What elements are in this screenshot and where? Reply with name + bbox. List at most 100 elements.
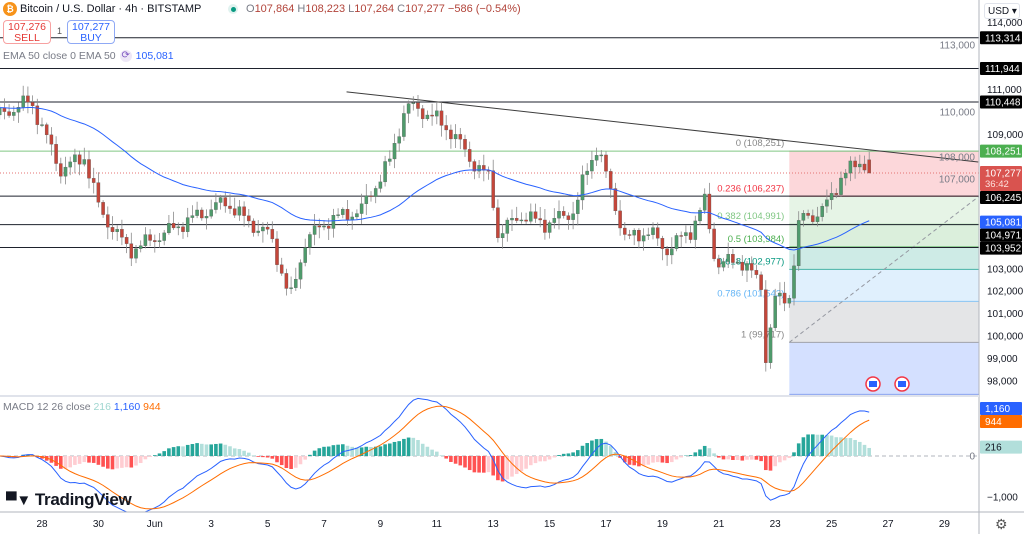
- candle-body[interactable]: [275, 238, 279, 265]
- fib-zone[interactable]: [789, 224, 979, 247]
- candle-body[interactable]: [209, 209, 213, 217]
- candle-body[interactable]: [298, 262, 303, 280]
- candle-body[interactable]: [96, 182, 101, 203]
- macd-pane[interactable]: [0, 397, 979, 515]
- candle-body[interactable]: [294, 279, 298, 288]
- candle-body[interactable]: [82, 159, 87, 165]
- candle-body[interactable]: [181, 226, 185, 232]
- candle-body[interactable]: [49, 134, 54, 145]
- candle-body[interactable]: [576, 199, 580, 214]
- candle-body[interactable]: [73, 154, 77, 163]
- candle-body[interactable]: [566, 215, 571, 220]
- candle-body[interactable]: [91, 178, 96, 183]
- candle-body[interactable]: [106, 214, 110, 228]
- candle-body[interactable]: [651, 227, 655, 235]
- candle-body[interactable]: [463, 139, 467, 150]
- candle-body[interactable]: [858, 163, 862, 168]
- candle-body[interactable]: [35, 105, 40, 125]
- candle-body[interactable]: [665, 248, 669, 256]
- candle-body[interactable]: [453, 134, 458, 140]
- candle-body[interactable]: [510, 217, 514, 221]
- candle-body[interactable]: [801, 213, 806, 221]
- candle-body[interactable]: [284, 273, 289, 289]
- candle-body[interactable]: [721, 261, 726, 268]
- candle-body[interactable]: [585, 170, 589, 175]
- candle-body[interactable]: [138, 245, 143, 249]
- candle-body[interactable]: [787, 298, 792, 304]
- buy-button[interactable]: 107,277 BUY: [67, 20, 115, 44]
- candle-body[interactable]: [279, 264, 284, 274]
- us-flag-event-icon[interactable]: [894, 376, 910, 392]
- candle-body[interactable]: [749, 263, 754, 271]
- candle-body[interactable]: [195, 209, 199, 216]
- candle-body[interactable]: [289, 287, 293, 289]
- candle-body[interactable]: [373, 188, 378, 197]
- ema-legend[interactable]: EMA 50 close 0 EMA 50 ⟳ 105,081: [3, 50, 174, 63]
- us-flag-event-icon[interactable]: [865, 376, 881, 392]
- candle-body[interactable]: [30, 102, 35, 107]
- candle-body[interactable]: [40, 124, 44, 126]
- candle-body[interactable]: [157, 240, 162, 242]
- candle-body[interactable]: [604, 154, 608, 172]
- candle-body[interactable]: [745, 263, 749, 271]
- candle-body[interactable]: [326, 225, 331, 229]
- candle-body[interactable]: [825, 199, 829, 207]
- candle-body[interactable]: [759, 274, 763, 290]
- candle-body[interactable]: [87, 159, 91, 179]
- candle-body[interactable]: [341, 209, 345, 215]
- candle-body[interactable]: [251, 220, 256, 233]
- candle-body[interactable]: [796, 220, 801, 267]
- candle-body[interactable]: [322, 225, 326, 228]
- candle-body[interactable]: [594, 155, 599, 161]
- candle-body[interactable]: [120, 229, 124, 238]
- candle-body[interactable]: [0, 107, 2, 116]
- candle-body[interactable]: [740, 261, 745, 271]
- candle-body[interactable]: [218, 197, 223, 203]
- candle-body[interactable]: [115, 229, 119, 232]
- candle-body[interactable]: [712, 228, 716, 259]
- candle-body[interactable]: [627, 234, 632, 236]
- candle-body[interactable]: [768, 327, 773, 363]
- candle-body[interactable]: [336, 214, 340, 216]
- candle-body[interactable]: [848, 160, 853, 174]
- candle-body[interactable]: [552, 218, 557, 223]
- candle-body[interactable]: [232, 208, 237, 216]
- candle-body[interactable]: [204, 216, 209, 219]
- candle-body[interactable]: [646, 234, 651, 236]
- candle-body[interactable]: [547, 222, 552, 233]
- candle-body[interactable]: [110, 227, 115, 232]
- candle-body[interactable]: [829, 193, 834, 200]
- candle-body[interactable]: [345, 209, 350, 220]
- candle-body[interactable]: [735, 261, 740, 264]
- candle-body[interactable]: [392, 143, 397, 160]
- candle-body[interactable]: [16, 107, 21, 113]
- candle-body[interactable]: [764, 289, 768, 363]
- candle-body[interactable]: [223, 197, 228, 207]
- candle-body[interactable]: [214, 202, 218, 210]
- candle-body[interactable]: [514, 217, 519, 221]
- candle-body[interactable]: [167, 223, 171, 234]
- candle-body[interactable]: [26, 95, 30, 103]
- candle-body[interactable]: [54, 144, 58, 164]
- candle-body[interactable]: [843, 172, 848, 179]
- candle-body[interactable]: [782, 292, 787, 304]
- candle-body[interactable]: [505, 219, 510, 234]
- candle-body[interactable]: [430, 114, 434, 117]
- candle-body[interactable]: [420, 108, 425, 120]
- candle-body[interactable]: [660, 238, 665, 249]
- candle-body[interactable]: [143, 234, 148, 246]
- candle-body[interactable]: [792, 265, 796, 299]
- candle-body[interactable]: [449, 129, 453, 140]
- candle-body[interactable]: [458, 134, 463, 140]
- candle-body[interactable]: [237, 206, 242, 216]
- candle-body[interactable]: [406, 103, 411, 114]
- candle-body[interactable]: [369, 195, 373, 197]
- candle-body[interactable]: [190, 215, 195, 218]
- candle-body[interactable]: [778, 292, 782, 297]
- candle-body[interactable]: [331, 215, 336, 229]
- fib-zone[interactable]: [789, 342, 979, 395]
- candle-body[interactable]: [383, 161, 387, 183]
- candle-body[interactable]: [312, 225, 317, 235]
- candle-body[interactable]: [707, 193, 712, 230]
- candle-body[interactable]: [519, 219, 524, 222]
